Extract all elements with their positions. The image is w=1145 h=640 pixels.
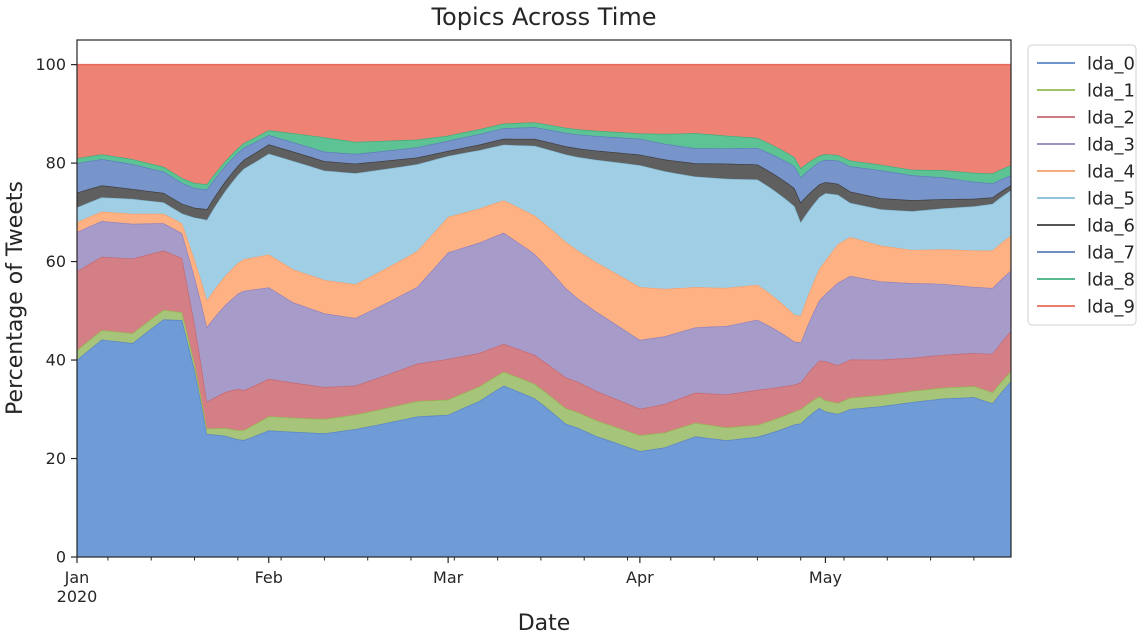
legend-label: lda_0 <box>1087 54 1135 75</box>
legend-label: lda_5 <box>1087 189 1135 210</box>
area-lda-6 <box>77 138 1011 223</box>
y-tick-label: 40 <box>46 351 66 370</box>
area-lda-0 <box>77 319 1011 557</box>
area-lda-9 <box>77 64 1011 185</box>
legend-label: lda_1 <box>1087 81 1135 102</box>
x-tick-label: Apr <box>626 568 654 587</box>
x-tick-label: May <box>809 568 842 587</box>
y-tick-label: 0 <box>56 548 66 567</box>
y-tick-label: 60 <box>46 252 66 271</box>
y-axis: 0 20 40 60 80 100 <box>35 55 77 567</box>
legend-label: lda_2 <box>1087 108 1135 129</box>
legend-label: lda_8 <box>1087 270 1135 291</box>
chart-title: Topics Across Time <box>430 3 656 31</box>
legend-label: lda_4 <box>1087 162 1135 183</box>
legend-label: lda_6 <box>1087 216 1135 237</box>
x-tick-label: Jan <box>64 568 90 587</box>
legend-box <box>1027 44 1137 326</box>
x-tick-label: Feb <box>255 568 283 587</box>
x-axis-title: Date <box>518 611 571 636</box>
area-lda-2 <box>77 250 1011 436</box>
y-tick-label: 80 <box>46 154 66 173</box>
area-lda-3 <box>77 221 1011 409</box>
stacked-areas <box>76 63 1012 557</box>
legend: lda_0 lda_1 lda_2 lda_3 lda_4 lda_5 lda_6 lda_7… <box>1027 44 1137 326</box>
y-axis-title: Percentage of Tweets <box>3 181 28 415</box>
plot-frame <box>76 39 1012 558</box>
legend-label: lda_9 <box>1087 297 1135 318</box>
legend-label: lda_7 <box>1087 243 1135 264</box>
area-lda-4 <box>77 200 1011 343</box>
y-tick-label: 100 <box>35 55 66 74</box>
area-lda-8 <box>77 122 1011 190</box>
area-lda-5 <box>77 144 1011 316</box>
x-tick-label: Mar <box>433 568 464 587</box>
legend-label: lda_3 <box>1087 135 1135 156</box>
y-tick-label: 20 <box>46 449 66 468</box>
x-tick-sublabel: 2020 <box>57 587 98 606</box>
line-lda-0 <box>76 318 1012 452</box>
